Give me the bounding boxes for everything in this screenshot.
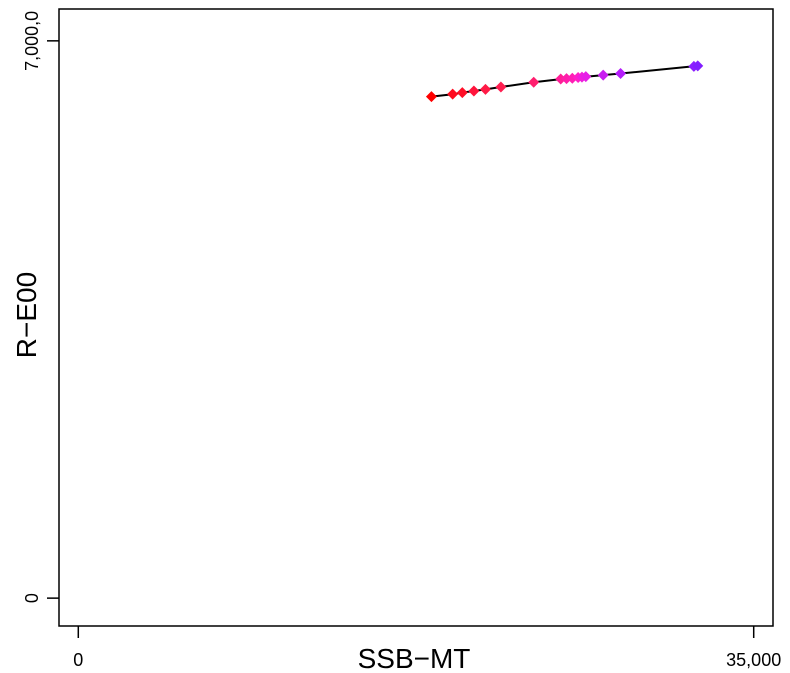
data-point [425, 91, 437, 103]
data-point [615, 67, 627, 79]
data-point [495, 81, 507, 93]
data-point [528, 76, 540, 88]
data-point [447, 88, 459, 100]
y-axis: 0 7,000,0 [22, 11, 59, 603]
x-tick-label: 0 [73, 650, 83, 670]
data-point [580, 71, 592, 83]
data-point [692, 60, 704, 72]
x-tick-label: 35,000 [726, 650, 781, 670]
y-tick-label: 0 [22, 593, 42, 603]
y-tick-label: 7,000,0 [22, 11, 42, 71]
plot-frame [58, 8, 774, 627]
data-point [456, 87, 468, 99]
y-axis-title: R−E00 [11, 272, 42, 358]
data-point [468, 85, 480, 97]
data-points [425, 60, 704, 103]
x-axis: 0 35,000 [73, 626, 781, 670]
x-axis-title: SSB−MT [358, 643, 471, 673]
data-point [479, 83, 491, 95]
data-point [597, 69, 609, 81]
